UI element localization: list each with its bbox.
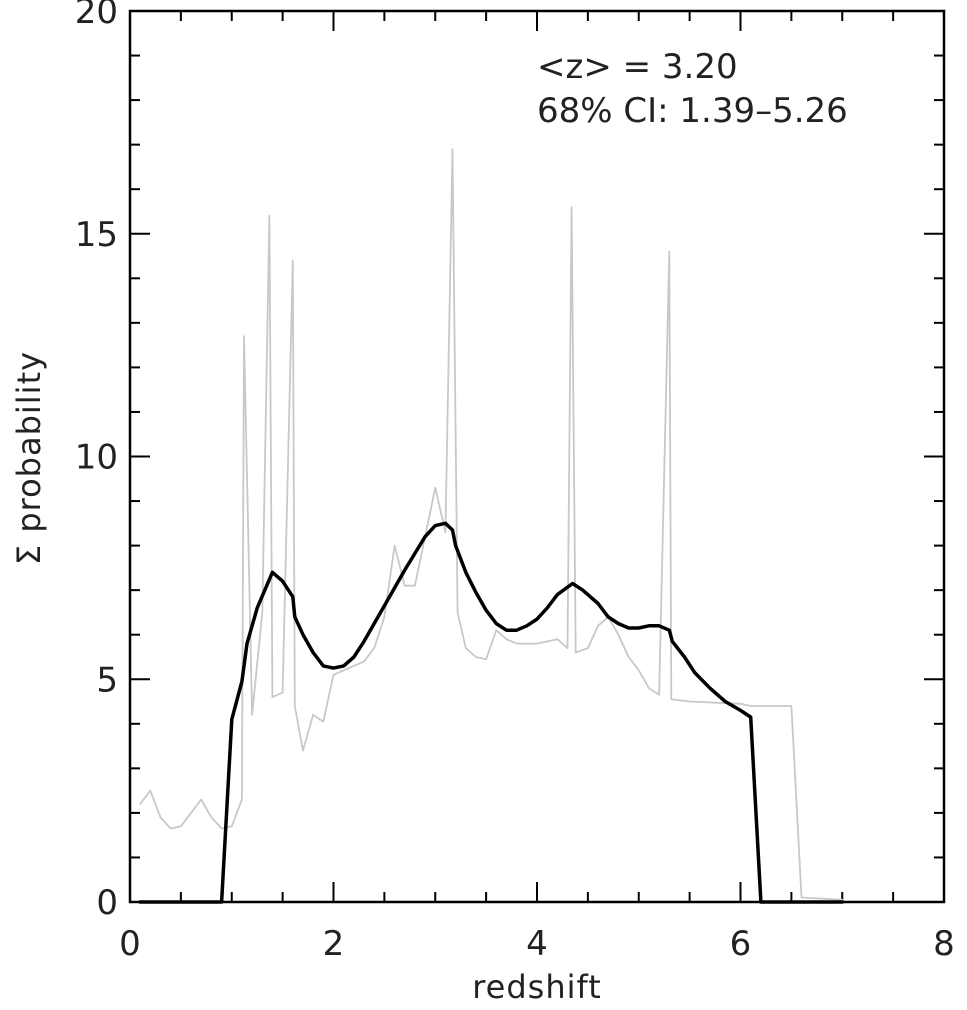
tick-labels: 0 2 4 6 8 0 5 10 15 20 xyxy=(75,0,955,964)
x-tick-label: 0 xyxy=(119,924,141,964)
series-line-smoothed xyxy=(138,521,845,904)
x-tick-label: 4 xyxy=(526,924,548,964)
y-tick-label: 10 xyxy=(75,438,118,478)
x-tick-label: 8 xyxy=(933,924,955,964)
x-axis-title: redshift xyxy=(472,968,602,1006)
axis-ticks xyxy=(129,10,945,903)
y-tick-label: 5 xyxy=(96,660,118,700)
series-line-raw xyxy=(139,148,844,901)
y-tick-label: 20 xyxy=(75,0,118,32)
y-tick-label: 0 xyxy=(96,883,118,923)
annotation-confidence-interval: 68% CI: 1.39–5.26 xyxy=(537,91,848,131)
annotation-mean-z: <z> = 3.20 xyxy=(537,47,738,87)
y-axis-title: Σ probability xyxy=(10,351,48,565)
x-tick-label: 2 xyxy=(323,924,345,964)
plot-frame xyxy=(128,9,946,904)
series-layer xyxy=(138,148,845,904)
y-tick-label: 15 xyxy=(75,215,118,255)
x-tick-label: 6 xyxy=(730,924,752,964)
